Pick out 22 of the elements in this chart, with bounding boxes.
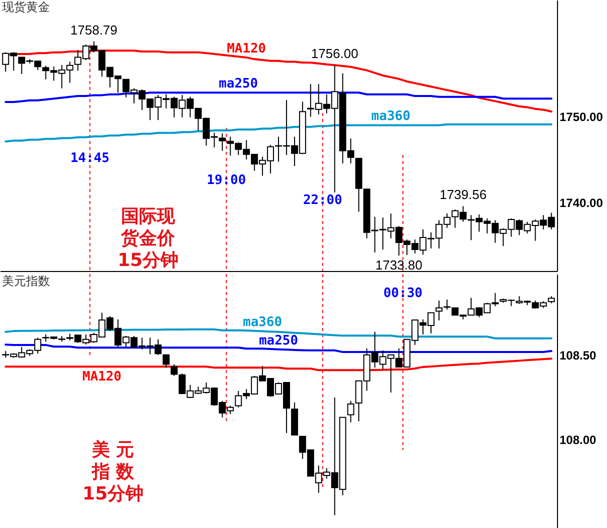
annotation: 1739.56 bbox=[440, 187, 487, 202]
annotation: 1756.00 bbox=[311, 46, 358, 62]
annotation: 美 元指 数15分钟 bbox=[82, 440, 144, 505]
series-label: MA120 bbox=[82, 370, 122, 385]
series-label: ma360 bbox=[371, 109, 411, 124]
annotation: 14:45 bbox=[70, 150, 110, 166]
series-label: MA120 bbox=[226, 41, 266, 56]
chart-title: 美元指数 bbox=[2, 274, 50, 288]
annotation: 22:00 bbox=[303, 193, 342, 208]
y-tick-label: 108.50 bbox=[560, 348, 597, 362]
y-tick-label: 108.00 bbox=[560, 433, 597, 448]
annotation: 1758.79 bbox=[70, 22, 118, 38]
y-tick-label: 1740.00 bbox=[560, 196, 604, 210]
annotation: 1733.80 bbox=[375, 258, 422, 273]
annotation: 19:00 bbox=[206, 172, 246, 188]
series-label: ma360 bbox=[242, 315, 282, 330]
y-tick-label: 1750.00 bbox=[560, 110, 604, 124]
chart-title: 现货黄金 bbox=[2, 0, 50, 14]
series-label: ma250 bbox=[258, 333, 298, 348]
annotation: 国际现货金价15分钟 bbox=[118, 206, 179, 271]
series-label: ma250 bbox=[218, 76, 258, 92]
annotation: 00:30 bbox=[383, 286, 423, 301]
